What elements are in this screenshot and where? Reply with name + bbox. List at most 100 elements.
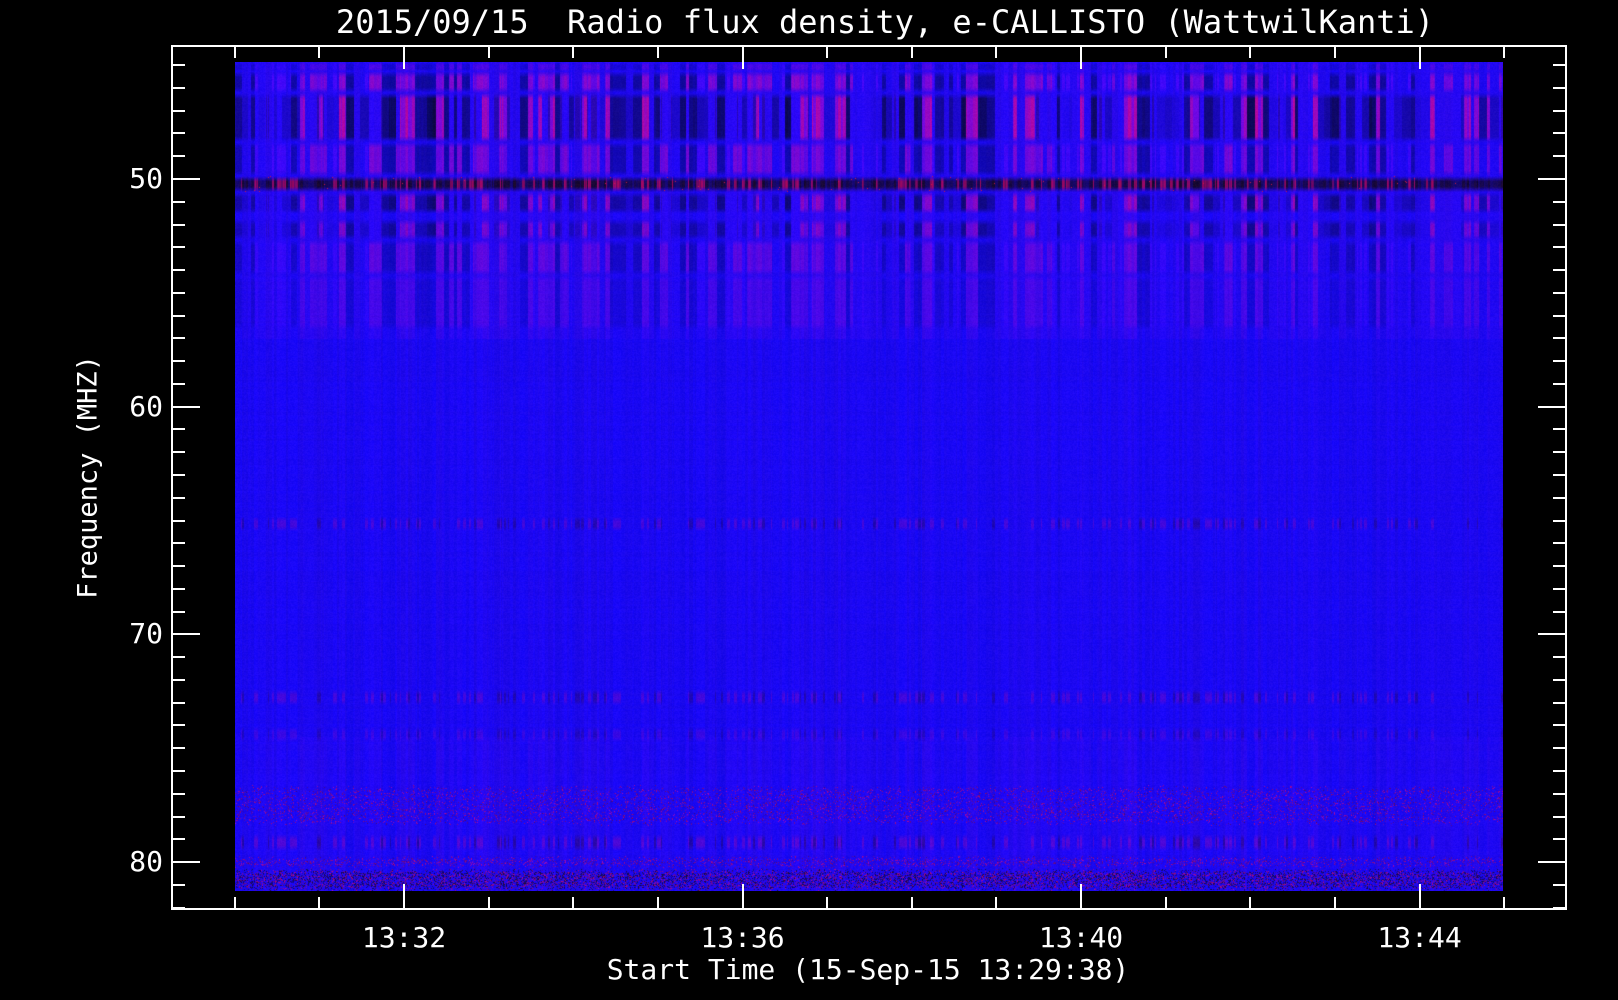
x-minor-tick (826, 897, 828, 908)
x-minor-tick-top (1249, 47, 1251, 58)
y-minor-tick-right (1553, 337, 1565, 339)
y-major-tick-right (1538, 406, 1565, 408)
y-minor-tick (173, 246, 185, 248)
x-minor-tick (488, 897, 490, 908)
y-minor-tick (173, 884, 185, 886)
x-minor-tick (1334, 897, 1336, 908)
y-minor-tick-right (1553, 132, 1565, 134)
y-minor-tick (173, 474, 185, 476)
y-major-tick-right (1538, 178, 1565, 180)
y-minor-tick-right (1553, 474, 1565, 476)
y-minor-tick (173, 656, 185, 658)
y-minor-tick (173, 315, 185, 317)
y-minor-tick-right (1553, 907, 1565, 909)
x-minor-tick (911, 897, 913, 908)
y-minor-tick-right (1553, 542, 1565, 544)
x-minor-tick-top (911, 47, 913, 58)
y-minor-tick-right (1553, 292, 1565, 294)
x-minor-tick (1249, 897, 1251, 908)
y-minor-tick (173, 383, 185, 385)
y-tick-label: 80 (129, 845, 163, 879)
x-minor-tick-top (1334, 47, 1336, 58)
y-minor-tick (173, 110, 185, 112)
y-minor-tick (173, 269, 185, 271)
y-minor-tick-right (1553, 269, 1565, 271)
y-minor-tick (173, 770, 185, 772)
x-tick-label: 13:44 (1377, 921, 1462, 954)
y-minor-tick (173, 337, 185, 339)
y-minor-tick (173, 87, 185, 89)
y-major-tick (173, 861, 200, 863)
y-minor-tick (173, 838, 185, 840)
y-minor-tick-right (1553, 155, 1565, 157)
y-minor-tick (173, 360, 185, 362)
y-major-tick (173, 633, 200, 635)
x-major-tick (1080, 884, 1082, 908)
y-tick-label: 70 (129, 617, 163, 651)
x-minor-tick-top (234, 47, 236, 58)
y-minor-tick-right (1553, 656, 1565, 658)
y-minor-tick (173, 702, 185, 704)
y-minor-tick (173, 292, 185, 294)
x-minor-tick-top (995, 47, 997, 58)
y-major-tick (173, 178, 200, 180)
x-minor-tick (234, 897, 236, 908)
y-minor-tick (173, 428, 185, 430)
x-minor-tick (318, 897, 320, 908)
y-minor-tick (173, 520, 185, 522)
y-minor-tick (173, 201, 185, 203)
y-major-tick (173, 406, 200, 408)
y-minor-tick (173, 565, 185, 567)
y-minor-tick-right (1553, 702, 1565, 704)
y-minor-tick-right (1553, 520, 1565, 522)
y-minor-tick-right (1553, 588, 1565, 590)
plot-frame (171, 45, 1567, 910)
y-minor-tick-right (1553, 747, 1565, 749)
y-tick-label: 50 (129, 162, 163, 195)
y-minor-tick-right (1553, 428, 1565, 430)
y-minor-tick-right (1553, 838, 1565, 840)
x-minor-tick-top (488, 47, 490, 58)
x-minor-tick-top (318, 47, 320, 58)
x-minor-tick-top (657, 47, 659, 58)
y-minor-tick-right (1553, 246, 1565, 248)
y-minor-tick-right (1553, 884, 1565, 886)
y-minor-tick-right (1553, 497, 1565, 499)
chart-title: 2015/09/15 Radio flux density, e-CALLIST… (335, 3, 1435, 41)
y-minor-tick-right (1553, 770, 1565, 772)
y-minor-tick (173, 793, 185, 795)
y-minor-tick-right (1553, 315, 1565, 317)
y-minor-tick (173, 64, 185, 66)
y-minor-tick-right (1553, 64, 1565, 66)
y-minor-tick-right (1553, 201, 1565, 203)
y-minor-tick (173, 907, 185, 909)
x-minor-tick-top (572, 47, 574, 58)
y-minor-tick (173, 451, 185, 453)
x-minor-tick-top (1165, 47, 1167, 58)
x-tick-label: 13:36 (700, 921, 785, 954)
y-minor-tick-right (1553, 383, 1565, 385)
y-minor-tick (173, 724, 185, 726)
x-major-tick (742, 884, 744, 908)
x-minor-tick (1165, 897, 1167, 908)
y-minor-tick-right (1553, 611, 1565, 613)
x-minor-tick (572, 897, 574, 908)
x-minor-tick-top (1503, 47, 1505, 58)
x-major-tick-top (403, 47, 405, 69)
x-tick-label: 13:40 (1038, 921, 1124, 954)
y-minor-tick-right (1553, 110, 1565, 112)
y-minor-tick-right (1553, 360, 1565, 362)
x-minor-tick (995, 897, 997, 908)
y-minor-tick (173, 224, 185, 226)
y-minor-tick (173, 588, 185, 590)
x-major-tick (403, 884, 405, 908)
y-minor-tick-right (1553, 87, 1565, 89)
y-minor-tick (173, 611, 185, 613)
x-minor-tick (1503, 897, 1505, 908)
y-minor-tick (173, 542, 185, 544)
y-minor-tick (173, 497, 185, 499)
x-major-tick-top (1080, 47, 1082, 69)
y-tick-label: 60 (129, 389, 163, 423)
y-minor-tick-right (1553, 565, 1565, 567)
